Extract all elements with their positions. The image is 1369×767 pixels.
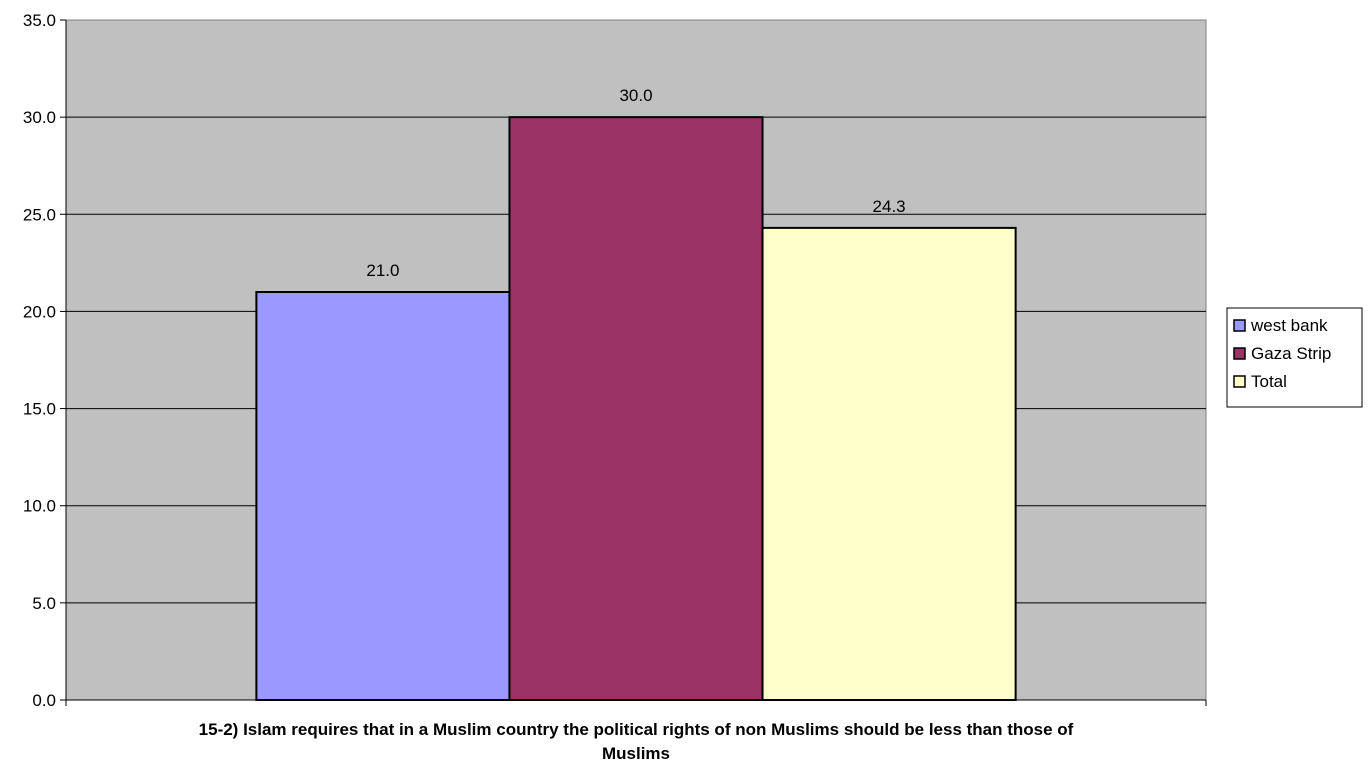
legend-swatch-west-bank xyxy=(1233,319,1246,332)
bars xyxy=(255,116,1017,701)
data-label-west-bank: 21.0 xyxy=(366,261,399,280)
data-labels: 21.0 30.0 24.3 xyxy=(366,86,905,280)
legend-swatch-gaza-strip xyxy=(1233,347,1246,360)
data-label-gaza-strip: 30.0 xyxy=(619,86,652,105)
legend: west bank Gaza Strip Total xyxy=(1226,307,1363,408)
legend-label-gaza-strip: Gaza Strip xyxy=(1251,344,1331,363)
bar-west-bank xyxy=(255,291,511,701)
y-tick-label: 25.0 xyxy=(23,205,56,224)
y-tick-label: 5.0 xyxy=(32,594,56,613)
y-tick-label: 0.0 xyxy=(32,691,56,710)
legend-label-total: Total xyxy=(1251,372,1287,391)
bar-total xyxy=(761,226,1017,701)
y-tick-label: 15.0 xyxy=(23,400,56,419)
legend-swatch-total xyxy=(1233,375,1246,388)
legend-label-west-bank: west bank xyxy=(1250,316,1328,335)
y-tick-label: 30.0 xyxy=(23,108,56,127)
y-tick-label: 10.0 xyxy=(23,497,56,516)
legend-box xyxy=(1226,307,1363,408)
data-label-total: 24.3 xyxy=(873,197,906,216)
y-tick-label: 35.0 xyxy=(23,11,56,30)
x-axis-label-line-1: 15-2) Islam requires that in a Muslim co… xyxy=(199,720,1074,739)
bar-gaza-strip xyxy=(508,116,764,701)
y-tick-label: 20.0 xyxy=(23,302,56,321)
x-axis-label-line-2: Muslims xyxy=(602,744,670,763)
